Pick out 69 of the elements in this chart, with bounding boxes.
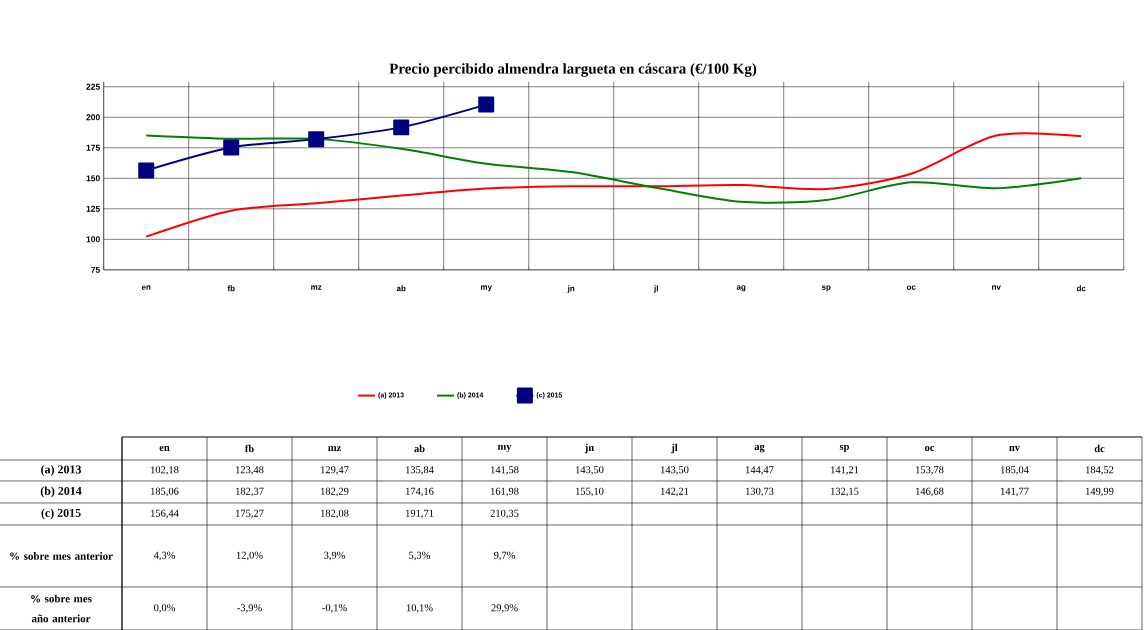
text: 3,9% xyxy=(324,551,346,561)
point xyxy=(478,96,495,113)
data-label: 143,50 xyxy=(661,466,689,475)
category-label: ab xyxy=(414,444,425,453)
point xyxy=(308,131,325,148)
point xyxy=(223,139,240,156)
category-label: fb xyxy=(244,444,254,453)
data-label: 141,77 xyxy=(1001,487,1029,497)
text: % sobre mes año anterior xyxy=(31,594,92,623)
point xyxy=(138,162,155,179)
text: -3,9% xyxy=(237,604,262,613)
category-label: nv xyxy=(1009,445,1021,452)
text: % sobre mes anterior xyxy=(10,552,113,560)
data-label: 141,21 xyxy=(831,466,859,475)
data-label: 155,10 xyxy=(576,487,604,497)
data-label: 143,50 xyxy=(576,466,604,475)
text: 0,0% xyxy=(154,604,176,613)
data-label: 156,44 xyxy=(151,509,179,519)
text: -0,1% xyxy=(322,604,347,613)
data-label: 130,73 xyxy=(746,487,774,497)
text: 12,0% xyxy=(236,551,263,561)
data-label: 129,47 xyxy=(321,466,349,475)
chart-title: Precio percibido almendra largueta en cáscara (€/100 Kg) xyxy=(389,63,757,77)
y-tick-label: 100 xyxy=(86,236,100,243)
data-label: 210,35 xyxy=(490,509,519,519)
data-label: 182,29 xyxy=(321,487,349,497)
data-label: 135,84 xyxy=(406,466,434,475)
y-tick-label: 150 xyxy=(86,175,100,182)
text: (c) 2015 xyxy=(41,508,81,520)
data-label: 175,27 xyxy=(236,509,264,519)
data-label: 141,58 xyxy=(491,466,519,475)
category-label: dc xyxy=(1094,444,1105,453)
data-label: 123,48 xyxy=(236,466,264,475)
category-label: jn xyxy=(584,443,594,454)
y-tick-label: 200 xyxy=(86,114,100,121)
data-label: 153,78 xyxy=(916,466,944,475)
text: 9,7% xyxy=(493,551,516,561)
data-label: 182,37 xyxy=(236,487,264,497)
text: 5,3% xyxy=(409,551,431,561)
category-label: ag xyxy=(754,444,765,453)
data-label: 149,99 xyxy=(1086,487,1114,497)
text: 4,3% xyxy=(153,551,176,561)
category-label: oc xyxy=(924,445,935,452)
data-label: 161,98 xyxy=(491,487,519,497)
text: (a) 2013 xyxy=(41,465,82,476)
category-label: mz xyxy=(328,446,341,451)
data-label: 191,71 xyxy=(406,509,434,519)
category-label: en xyxy=(159,445,170,451)
data-label: 144,47 xyxy=(746,466,774,475)
y-tick-label: 175 xyxy=(86,144,100,151)
data-label: 185,06 xyxy=(151,487,179,497)
text: 10,1% xyxy=(406,604,433,613)
data-label: 185,04 xyxy=(1001,466,1029,475)
data-label: 102,18 xyxy=(151,466,179,475)
point xyxy=(393,119,410,136)
y-tick-label: 225 xyxy=(86,83,100,90)
data-label: 182,08 xyxy=(321,509,349,519)
data-label: 174,16 xyxy=(406,487,434,497)
data-label: 132,15 xyxy=(831,487,859,497)
text: (b) 2014 xyxy=(40,486,82,498)
data-label: 142,21 xyxy=(661,487,689,497)
category-label: jl xyxy=(671,443,678,454)
category-label: sp xyxy=(839,444,850,453)
text: 29,9% xyxy=(491,604,518,613)
data-label: 146,68 xyxy=(916,487,944,497)
y-tick-label: 125 xyxy=(86,205,100,212)
y-tick-label: 75 xyxy=(91,266,100,273)
data-label: 184,52 xyxy=(1086,466,1114,475)
category-label: my xyxy=(497,444,512,453)
